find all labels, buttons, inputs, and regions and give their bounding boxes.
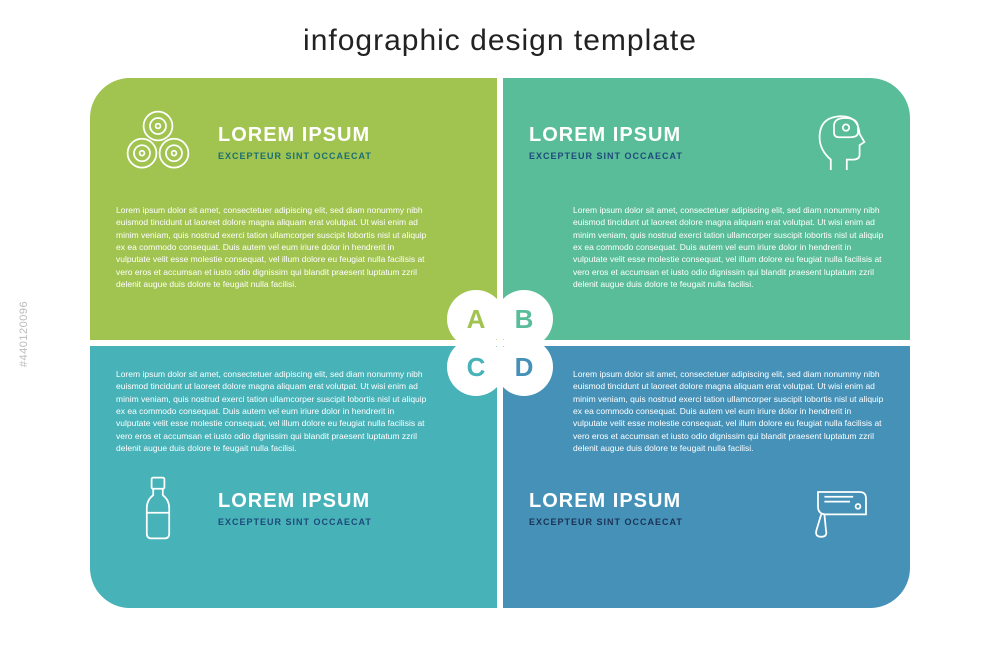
panel-a-sub: EXCEPTEUR SINT OCCAECAT [218, 151, 471, 161]
panel-d-heading: LOREM IPSUM [529, 490, 782, 513]
panel-c-header: LOREM IPSUM EXCEPTEUR SINT OCCAECAT [90, 460, 497, 572]
panel-c: Lorem ipsum dolor sit amet, consectetuer… [90, 346, 497, 608]
panel-d-body: Lorem ipsum dolor sit amet, consectetuer… [503, 346, 910, 460]
barrels-icon [116, 100, 200, 184]
panel-b-header: LOREM IPSUM EXCEPTEUR SINT OCCAECAT [503, 78, 910, 190]
panel-a-body: Lorem ipsum dolor sit amet, consectetuer… [90, 190, 497, 308]
panel-d-header: LOREM IPSUM EXCEPTEUR SINT OCCAECAT [503, 460, 910, 572]
panel-d: Lorem ipsum dolor sit amet, consectetuer… [503, 346, 910, 608]
panel-b-body: Lorem ipsum dolor sit amet, consectetuer… [503, 190, 910, 308]
panel-d-sub: EXCEPTEUR SINT OCCAECAT [529, 517, 782, 527]
cleaver-icon [800, 466, 884, 550]
panel-a: LOREM IPSUM EXCEPTEUR SINT OCCAECAT Lore… [90, 78, 497, 340]
panel-d-letter: D [495, 338, 553, 396]
panel-c-body: Lorem ipsum dolor sit amet, consectetuer… [90, 346, 497, 460]
panel-b-sub: EXCEPTEUR SINT OCCAECAT [529, 151, 782, 161]
infographic-grid: LOREM IPSUM EXCEPTEUR SINT OCCAECAT Lore… [90, 78, 910, 608]
panel-c-heading: LOREM IPSUM [218, 490, 471, 513]
watermark: #440120096 [18, 300, 30, 366]
panel-c-sub: EXCEPTEUR SINT OCCAECAT [218, 517, 471, 527]
panel-b: LOREM IPSUM EXCEPTEUR SINT OCCAECAT Lore… [503, 78, 910, 340]
head-money-icon [800, 100, 884, 184]
panel-a-header: LOREM IPSUM EXCEPTEUR SINT OCCAECAT [90, 78, 497, 190]
panel-b-heading: LOREM IPSUM [529, 124, 782, 147]
bottle-icon [116, 466, 200, 550]
panel-a-heading: LOREM IPSUM [218, 124, 471, 147]
page-title: infographic design template [0, 0, 1000, 58]
